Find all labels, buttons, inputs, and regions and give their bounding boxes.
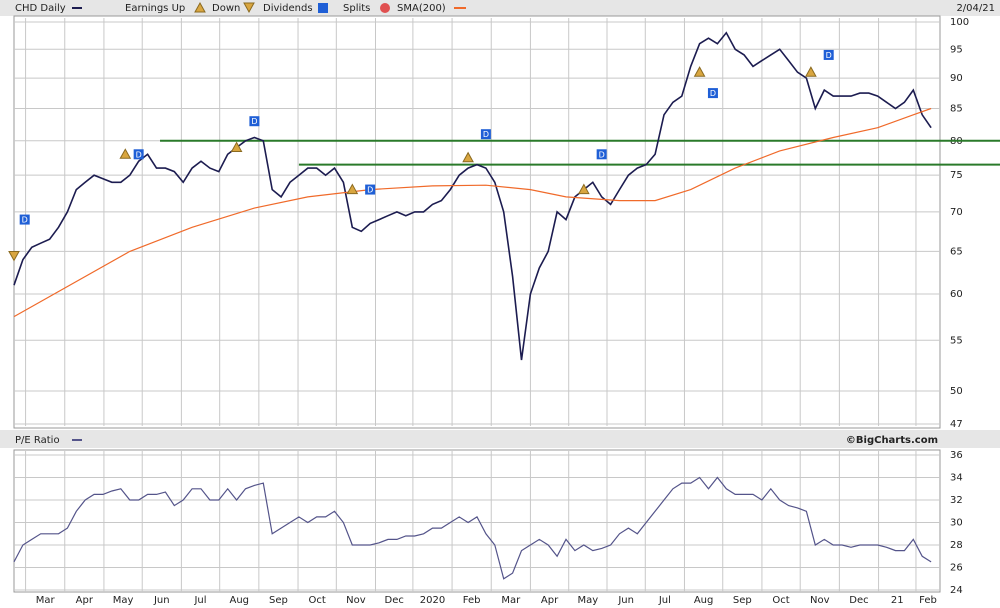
- y-tick-label: 90: [950, 73, 963, 84]
- y-tick-label: 47: [950, 419, 963, 430]
- x-tick-label: 21: [891, 595, 904, 606]
- x-tick-label: Mar: [501, 595, 521, 606]
- y-tick-label: 95: [950, 44, 963, 55]
- x-tick-label: Jun: [617, 595, 634, 606]
- pe-panel: [13, 449, 941, 593]
- earnings-marker: [693, 66, 706, 77]
- legend-icon: [318, 3, 328, 13]
- price-panel: [13, 15, 941, 429]
- dividend-label: D: [599, 150, 605, 159]
- dividend-marker: [823, 49, 834, 60]
- legend-label: Earnings Up: [125, 3, 185, 14]
- legend-label: Down: [212, 3, 240, 14]
- x-tick-label: Aug: [694, 595, 714, 606]
- y-tick-label: 26: [950, 563, 963, 574]
- y-tick-label: 24: [950, 585, 963, 596]
- x-tick-label: Mar: [36, 595, 56, 606]
- x-tick-label: Sep: [269, 595, 288, 606]
- dividend-marker: [133, 149, 144, 160]
- x-tick-label: Nov: [810, 595, 830, 606]
- dividend-marker: [19, 214, 30, 225]
- x-tick-label: Oct: [772, 595, 789, 606]
- x-tick-label: Dec: [385, 595, 404, 606]
- x-tick-label: Nov: [346, 595, 366, 606]
- series-name: SMA(200): [397, 3, 446, 14]
- earnings-marker: [462, 151, 474, 163]
- x-tick-label: Apr: [541, 595, 559, 606]
- credit: ©BigCharts.com: [846, 435, 938, 446]
- series-line: [13, 31, 932, 361]
- dividend-marker: [596, 149, 607, 160]
- y-tick-label: 75: [950, 170, 963, 181]
- y-tick-label: 65: [950, 246, 963, 257]
- dividend-marker: [249, 116, 260, 127]
- x-tick-label: Feb: [463, 595, 481, 606]
- pe-header: [0, 430, 1000, 448]
- x-tick-label: May: [578, 595, 599, 606]
- x-tick-label: Jul: [658, 595, 671, 606]
- y-tick-label: 85: [950, 104, 963, 115]
- dividend-label: D: [367, 186, 373, 195]
- dividend-marker: [480, 129, 491, 140]
- series-line: [13, 107, 932, 318]
- x-tick-label: Feb: [919, 595, 937, 606]
- earnings-marker: [230, 141, 243, 153]
- earnings-marker: [119, 148, 132, 159]
- series-line: [13, 476, 932, 580]
- legend-icon: [243, 2, 255, 14]
- x-tick-label: Apr: [76, 595, 94, 606]
- earnings-marker: [8, 250, 20, 262]
- y-tick-label: 32: [950, 495, 963, 506]
- y-tick-label: 28: [950, 540, 963, 551]
- legend-label: Splits: [343, 3, 370, 14]
- dividend-label: D: [710, 89, 716, 98]
- x-tick-label: 2020: [420, 595, 445, 606]
- y-tick-label: 55: [950, 335, 963, 346]
- y-tick-label: 36: [950, 450, 963, 461]
- earnings-marker: [346, 183, 359, 195]
- dividend-label: D: [483, 130, 489, 139]
- y-tick-label: 34: [950, 473, 963, 484]
- dividend-marker: [365, 184, 376, 195]
- x-tick-label: Aug: [230, 595, 250, 606]
- date-label: 2/04/21: [956, 3, 995, 14]
- x-tick-label: May: [113, 595, 134, 606]
- dividend-label: D: [826, 51, 832, 60]
- legend-label: Dividends: [263, 3, 313, 14]
- y-tick-label: 50: [950, 386, 963, 397]
- y-tick-label: 70: [950, 207, 963, 218]
- x-tick-label: Dec: [849, 595, 868, 606]
- x-tick-label: Sep: [733, 595, 752, 606]
- legend-icon: [194, 1, 206, 13]
- x-tick-label: Oct: [309, 595, 326, 606]
- dividend-label: D: [251, 117, 257, 126]
- earnings-marker: [805, 66, 817, 77]
- dividend-label: D: [136, 150, 142, 159]
- x-tick-label: Jun: [153, 595, 170, 606]
- series-name: CHD Daily: [15, 3, 66, 14]
- y-tick-label: 60: [950, 289, 963, 300]
- dividend-label: D: [22, 216, 28, 225]
- legend-icon: [380, 3, 390, 13]
- y-tick-label: 30: [950, 518, 963, 529]
- series-name: P/E Ratio: [15, 435, 60, 446]
- y-tick-label: 100: [950, 17, 969, 28]
- x-tick-label: Jul: [193, 595, 206, 606]
- earnings-marker: [577, 183, 590, 195]
- dividend-marker: [707, 88, 718, 99]
